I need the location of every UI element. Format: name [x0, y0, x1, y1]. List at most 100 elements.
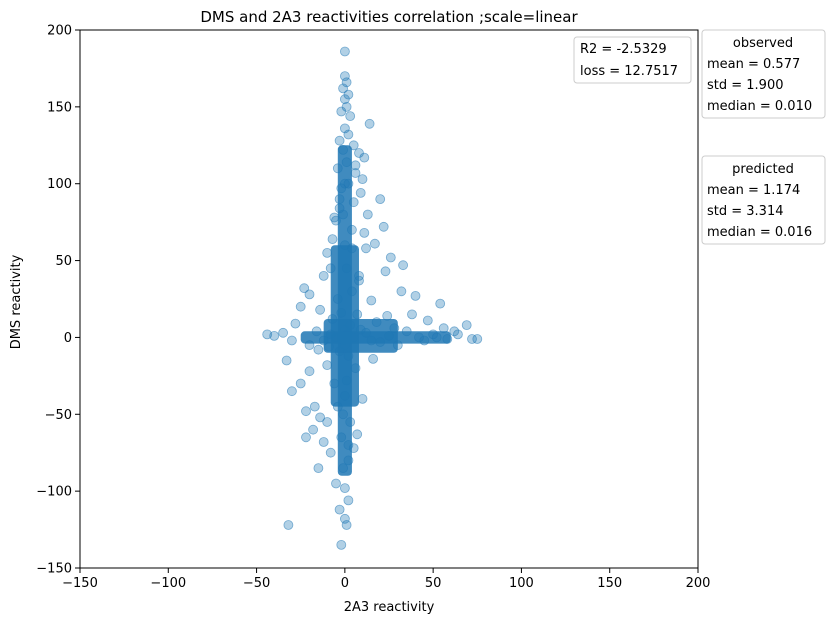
data-point: [422, 315, 433, 326]
data-point: [318, 437, 329, 447]
data-point: [375, 194, 386, 205]
data-point: [336, 540, 347, 550]
data-point: [313, 463, 324, 474]
data-point: [452, 329, 463, 340]
data-point: [309, 401, 320, 412]
data-point: [301, 406, 311, 417]
data-point: [396, 286, 407, 297]
data-point: [467, 334, 477, 344]
y-tick-label: 100: [47, 177, 72, 192]
data-point: [327, 234, 338, 245]
data-point: [304, 289, 315, 300]
points-layer: [262, 46, 483, 550]
y-axis-label: DMS reactivity: [9, 254, 24, 349]
x-tick-label: −50: [243, 576, 270, 591]
data-point: [435, 298, 446, 309]
x-tick-label: 100: [509, 576, 534, 591]
data-point: [322, 417, 333, 427]
data-point: [339, 483, 350, 494]
data-point: [364, 118, 375, 129]
predicted-median: median = 0.016: [707, 225, 812, 240]
data-point: [366, 295, 377, 306]
data-point: [385, 252, 396, 263]
data-point: [339, 46, 350, 57]
data-point: [334, 135, 345, 146]
predicted-mean: mean = 1.174: [707, 183, 800, 198]
axes-layer: −150 −100 −50 0 50 100 150 200 −150 −100 −50 0 50 100…: [36, 24, 710, 592]
data-point: [283, 520, 294, 530]
data-point: [407, 309, 417, 320]
data-point: [315, 412, 326, 423]
x-axis-label: 2A3 reactivity: [344, 600, 435, 615]
data-point: [301, 432, 311, 443]
data-point: [410, 290, 421, 301]
data-point: [295, 301, 306, 312]
data-point: [281, 355, 292, 366]
data-point: [336, 106, 347, 117]
data-point: [331, 478, 341, 489]
data-point: [329, 212, 340, 223]
data-point: [286, 386, 297, 397]
data-point: [334, 504, 345, 515]
loss-value: loss = 12.7517: [580, 64, 678, 79]
data-point: [290, 318, 301, 329]
data-point: [339, 71, 350, 81]
predicted-stats-box: predicted mean = 1.174 std = 3.314 media…: [701, 155, 826, 245]
x-tick-label: −150: [62, 576, 98, 591]
observed-title: observed: [733, 36, 793, 51]
data-point: [325, 447, 336, 458]
data-point: [339, 513, 350, 524]
data-point: [362, 209, 373, 220]
y-tick-label: 200: [47, 24, 72, 39]
data-point: [359, 227, 370, 238]
data-point: [359, 152, 370, 163]
x-tick-label: 0: [341, 576, 349, 591]
y-tick-label: 50: [55, 254, 72, 269]
y-tick-label: 0: [64, 331, 72, 346]
observed-std: std = 1.900: [707, 78, 784, 93]
observed-mean: mean = 0.577: [707, 57, 800, 72]
x-tick-label: 50: [425, 576, 442, 591]
data-point: [313, 344, 324, 355]
y-tick-label: −50: [45, 408, 72, 423]
x-tick-label: −100: [150, 576, 186, 591]
data-point: [338, 83, 349, 94]
data-point: [295, 378, 306, 389]
data-point: [378, 221, 389, 232]
data-point: [343, 495, 354, 506]
data-point: [343, 129, 354, 140]
predicted-std: std = 3.314: [707, 204, 784, 219]
data-point: [339, 123, 350, 134]
data-point: [357, 393, 368, 404]
y-tick-label: 150: [47, 100, 72, 115]
data-point: [286, 335, 297, 346]
dense-point-cluster: [323, 318, 398, 353]
data-point: [369, 238, 380, 249]
data-point: [299, 283, 310, 294]
x-tick-label: 150: [597, 576, 622, 591]
data-point: [357, 174, 368, 185]
data-point: [269, 330, 280, 341]
r2-value: R2 = -2.5329: [580, 42, 667, 57]
x-tick-label: 200: [686, 576, 711, 591]
data-point: [461, 320, 472, 331]
data-point: [350, 160, 361, 171]
data-point: [304, 366, 315, 377]
data-point: [318, 270, 329, 281]
data-point: [368, 353, 379, 364]
y-tick-label: −100: [36, 485, 72, 500]
data-point: [352, 429, 363, 440]
data-point: [341, 77, 352, 88]
metrics-legend-box: R2 = -2.5329 loss = 12.7517: [573, 36, 692, 84]
data-point: [341, 520, 352, 530]
data-point: [380, 266, 391, 277]
observed-stats-box: observed mean = 0.577 std = 1.900 median…: [701, 29, 826, 119]
data-point: [398, 260, 409, 271]
data-point: [322, 247, 333, 258]
plot-frame: [79, 29, 699, 569]
data-point: [355, 187, 366, 198]
data-point: [339, 94, 350, 105]
data-point: [322, 360, 333, 371]
data-point: [472, 334, 483, 344]
